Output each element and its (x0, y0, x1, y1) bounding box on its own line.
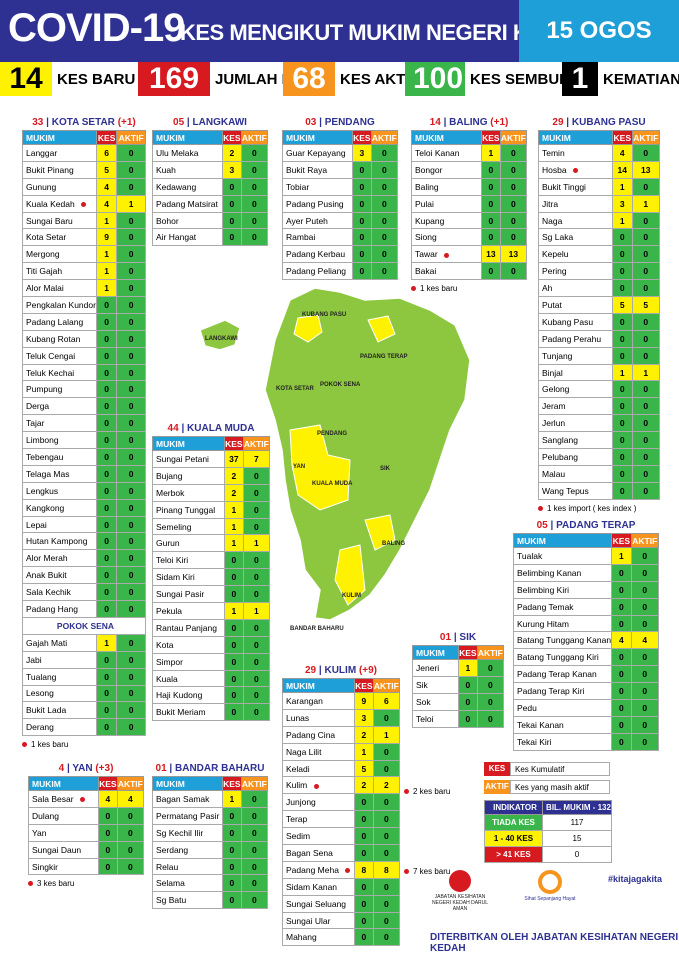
stat-deaths: 1 KEMATIAN (562, 62, 679, 96)
stat-label: KES AKTIF (340, 70, 419, 88)
district-title: 29 | KUBANG PASU (552, 117, 646, 128)
legend-row: KES Kes Kumulatif (484, 762, 610, 776)
summary-stats: 14 KES BARU 169 JUMLAH KES 68 KES AKTIF … (0, 62, 679, 96)
stat-label: KES SEMBUH (470, 70, 571, 88)
district-baling: 14 | BALING (+1) MUKIM KES AKTIF Teloi Kan… (411, 116, 528, 293)
stat-new-cases: 14 KES BARU (0, 62, 135, 96)
logos-row: JABATAN KESIHATAN NEGERI KEDAH DARUL AMA… (430, 870, 670, 925)
district-title: 03 | PENDANG (305, 117, 375, 128)
stat-value: 169 (138, 62, 210, 96)
stat-label: KES BARU (57, 70, 136, 88)
kedah-map: KUBANG PASU LANGKAWI PADANG TERAP KOTA S… (199, 287, 471, 632)
district-kubang-pasu: 29 | KUBANG PASU MUKIM KES AKTIF Temin 4 0 H… (538, 116, 661, 513)
header-banner: COVID-19 KES MENGIKUT MUKIM NEGERI KEDAH… (0, 0, 679, 106)
district-table: MUKIM KES AKTIF Temin 4 0 Hosba 14 13 Bukit T… (538, 130, 661, 500)
map-hotspot (334, 544, 366, 606)
map-hotspot (289, 424, 351, 511)
map-hotspot (293, 314, 323, 343)
stat-active-cases: 68 KES AKTIF (283, 62, 419, 96)
map-label: KULIM (342, 593, 361, 599)
map-label: KUALA MUDA (312, 481, 353, 487)
map-hotspot (367, 315, 396, 343)
footer-publisher: DITERBITKAN OLEH JABATAN KESIHATAN NEGER… (430, 932, 679, 954)
district-padang-terap: 05 | PADANG TERAP MUKIM KES AKTIF Tualak 1 0… (512, 519, 660, 751)
legend: KES Kes Kumulatif AKTIF Kes yang masih a… (484, 762, 610, 794)
district-kota-setar: 33 | KOTA SETAR (+1) MUKIM KES AKTIF Langg… (22, 116, 146, 749)
stat-recovered: 100 KES SEMBUH (405, 62, 570, 96)
wellness-logo: Sihat Sepanjang Hayat (520, 870, 580, 902)
map-label: KUBANG PASU (302, 312, 346, 318)
note: 3 kes baru (28, 879, 144, 888)
map-labels: KUBANG PASU LANGKAWI PADANG TERAP KOTA S… (205, 312, 408, 632)
stat-value: 14 (0, 62, 52, 96)
note: 7 kes baru (404, 867, 450, 876)
stat-value: 100 (405, 62, 465, 96)
note: 1 kes baru (22, 740, 146, 749)
district-table: MUKIM KES AKTIF Teloi Kanan 1 0 Bongor 0 0 Bal… (411, 130, 528, 281)
district-table: MUKIM KES AKTIF Tualak 1 0 Belimbing Kanan 0 0… (512, 533, 660, 751)
note: 1 kes import ( kes index ) (538, 504, 660, 513)
district-sik: 01 | SIK MUKIM KES AKTIF Jeneri 1 0 Sik 0 0 So… (412, 631, 505, 728)
district-table: MUKIM KES AKTIF Guar Kepayang 3 0 Bukit Raya… (282, 130, 399, 281)
district-title: 44 | KUALA MUDA (167, 423, 255, 434)
stat-value: 1 (562, 62, 598, 96)
map-label: KOTA SETAR (276, 386, 315, 392)
district-title: 4 | YAN (+3) (58, 763, 114, 774)
jkn-logo: JABATAN KESIHATAN NEGERI KEDAH DARUL AMA… (430, 870, 490, 912)
district-title: 05 | LANGKAWI (173, 117, 247, 128)
district-langkawi: 05 | LANGKAWI MUKIM KES AKTIF Ulu Melaka 2 0… (152, 116, 269, 247)
pokok-sena-subheader: POKOK SENA (22, 616, 146, 635)
report-date: 15 OGOS 2020 (519, 0, 679, 106)
map-label: BALING (382, 541, 405, 547)
district-kulim: 29 | KULIM (+9) MUKIM KES AKTIF Karangan 9 6… (282, 664, 401, 947)
district-bandar-baharu: 01 | BANDAR BAHARU MUKIM KES AKTIF Bagan S… (152, 762, 269, 910)
district-table: MUKIM KES AKTIF Karangan 9 6 Lunas 3 0 Padang … (282, 678, 401, 947)
note: 2 kes baru (404, 787, 450, 796)
note: 1 kes baru (411, 284, 527, 293)
district-table: MUKIM KES AKTIF Bagan Samak 1 0 Permatang Pa… (152, 776, 269, 910)
legend-row: AKTIF Kes yang masih aktif (484, 780, 610, 794)
district-table: MUKIM KES AKTIF Sungai Petani 37 7 Bujang 2 0 … (152, 436, 271, 722)
map-label: PADANG TERAP (360, 354, 408, 360)
district-title: 29 | KULIM (+9) (304, 665, 377, 676)
district-table: MUKIM KES AKTIF Jeneri 1 0 Sik 0 0 Sok 0 0 Teloi… (412, 645, 505, 728)
stat-value: 68 (283, 62, 335, 96)
map-label: PENDANG (317, 431, 347, 437)
district-table: MUKIM KES AKTIF Ulu Melaka 2 0 Kuah 3 0 Kedawa… (152, 130, 269, 247)
page-title: COVID-19 (8, 6, 185, 50)
district-kuala-muda: 44 | KUALA MUDA MUKIM KES AKTIF Sungai Pet… (152, 422, 271, 722)
district-title: 01 | BANDAR BAHARU (155, 763, 265, 774)
map-hotspot (364, 514, 396, 551)
indicator-table: INDIKATOR BIL. MUKIM - 132 TIADA KES 117 1… (484, 800, 612, 863)
map-label: POKOK SENA (320, 382, 361, 388)
map-region-mainland (264, 287, 471, 621)
map-label: YAN (293, 464, 305, 470)
district-title: 05 | PADANG TERAP (536, 520, 636, 531)
district-table: MUKIM KES AKTIF Langgar 6 0 Bukit Pinang 5 0 G… (22, 130, 146, 737)
district-pendang: 03 | PENDANG MUKIM KES AKTIF Guar Kepayang… (282, 116, 399, 281)
kitajagakita-logo: #kitajagakita (607, 874, 663, 884)
district-title: 33 | KOTA SETAR (+1) (32, 117, 136, 128)
stat-label: KEMATIAN (603, 70, 679, 88)
map-region-langkawi (199, 319, 241, 351)
district-title: 01 | SIK (439, 632, 477, 643)
map-label: BANDAR BAHARU (290, 626, 344, 632)
map-label: SIK (380, 466, 391, 472)
district-title: 14 | BALING (+1) (429, 117, 509, 128)
map-label: LANGKAWI (205, 336, 238, 342)
